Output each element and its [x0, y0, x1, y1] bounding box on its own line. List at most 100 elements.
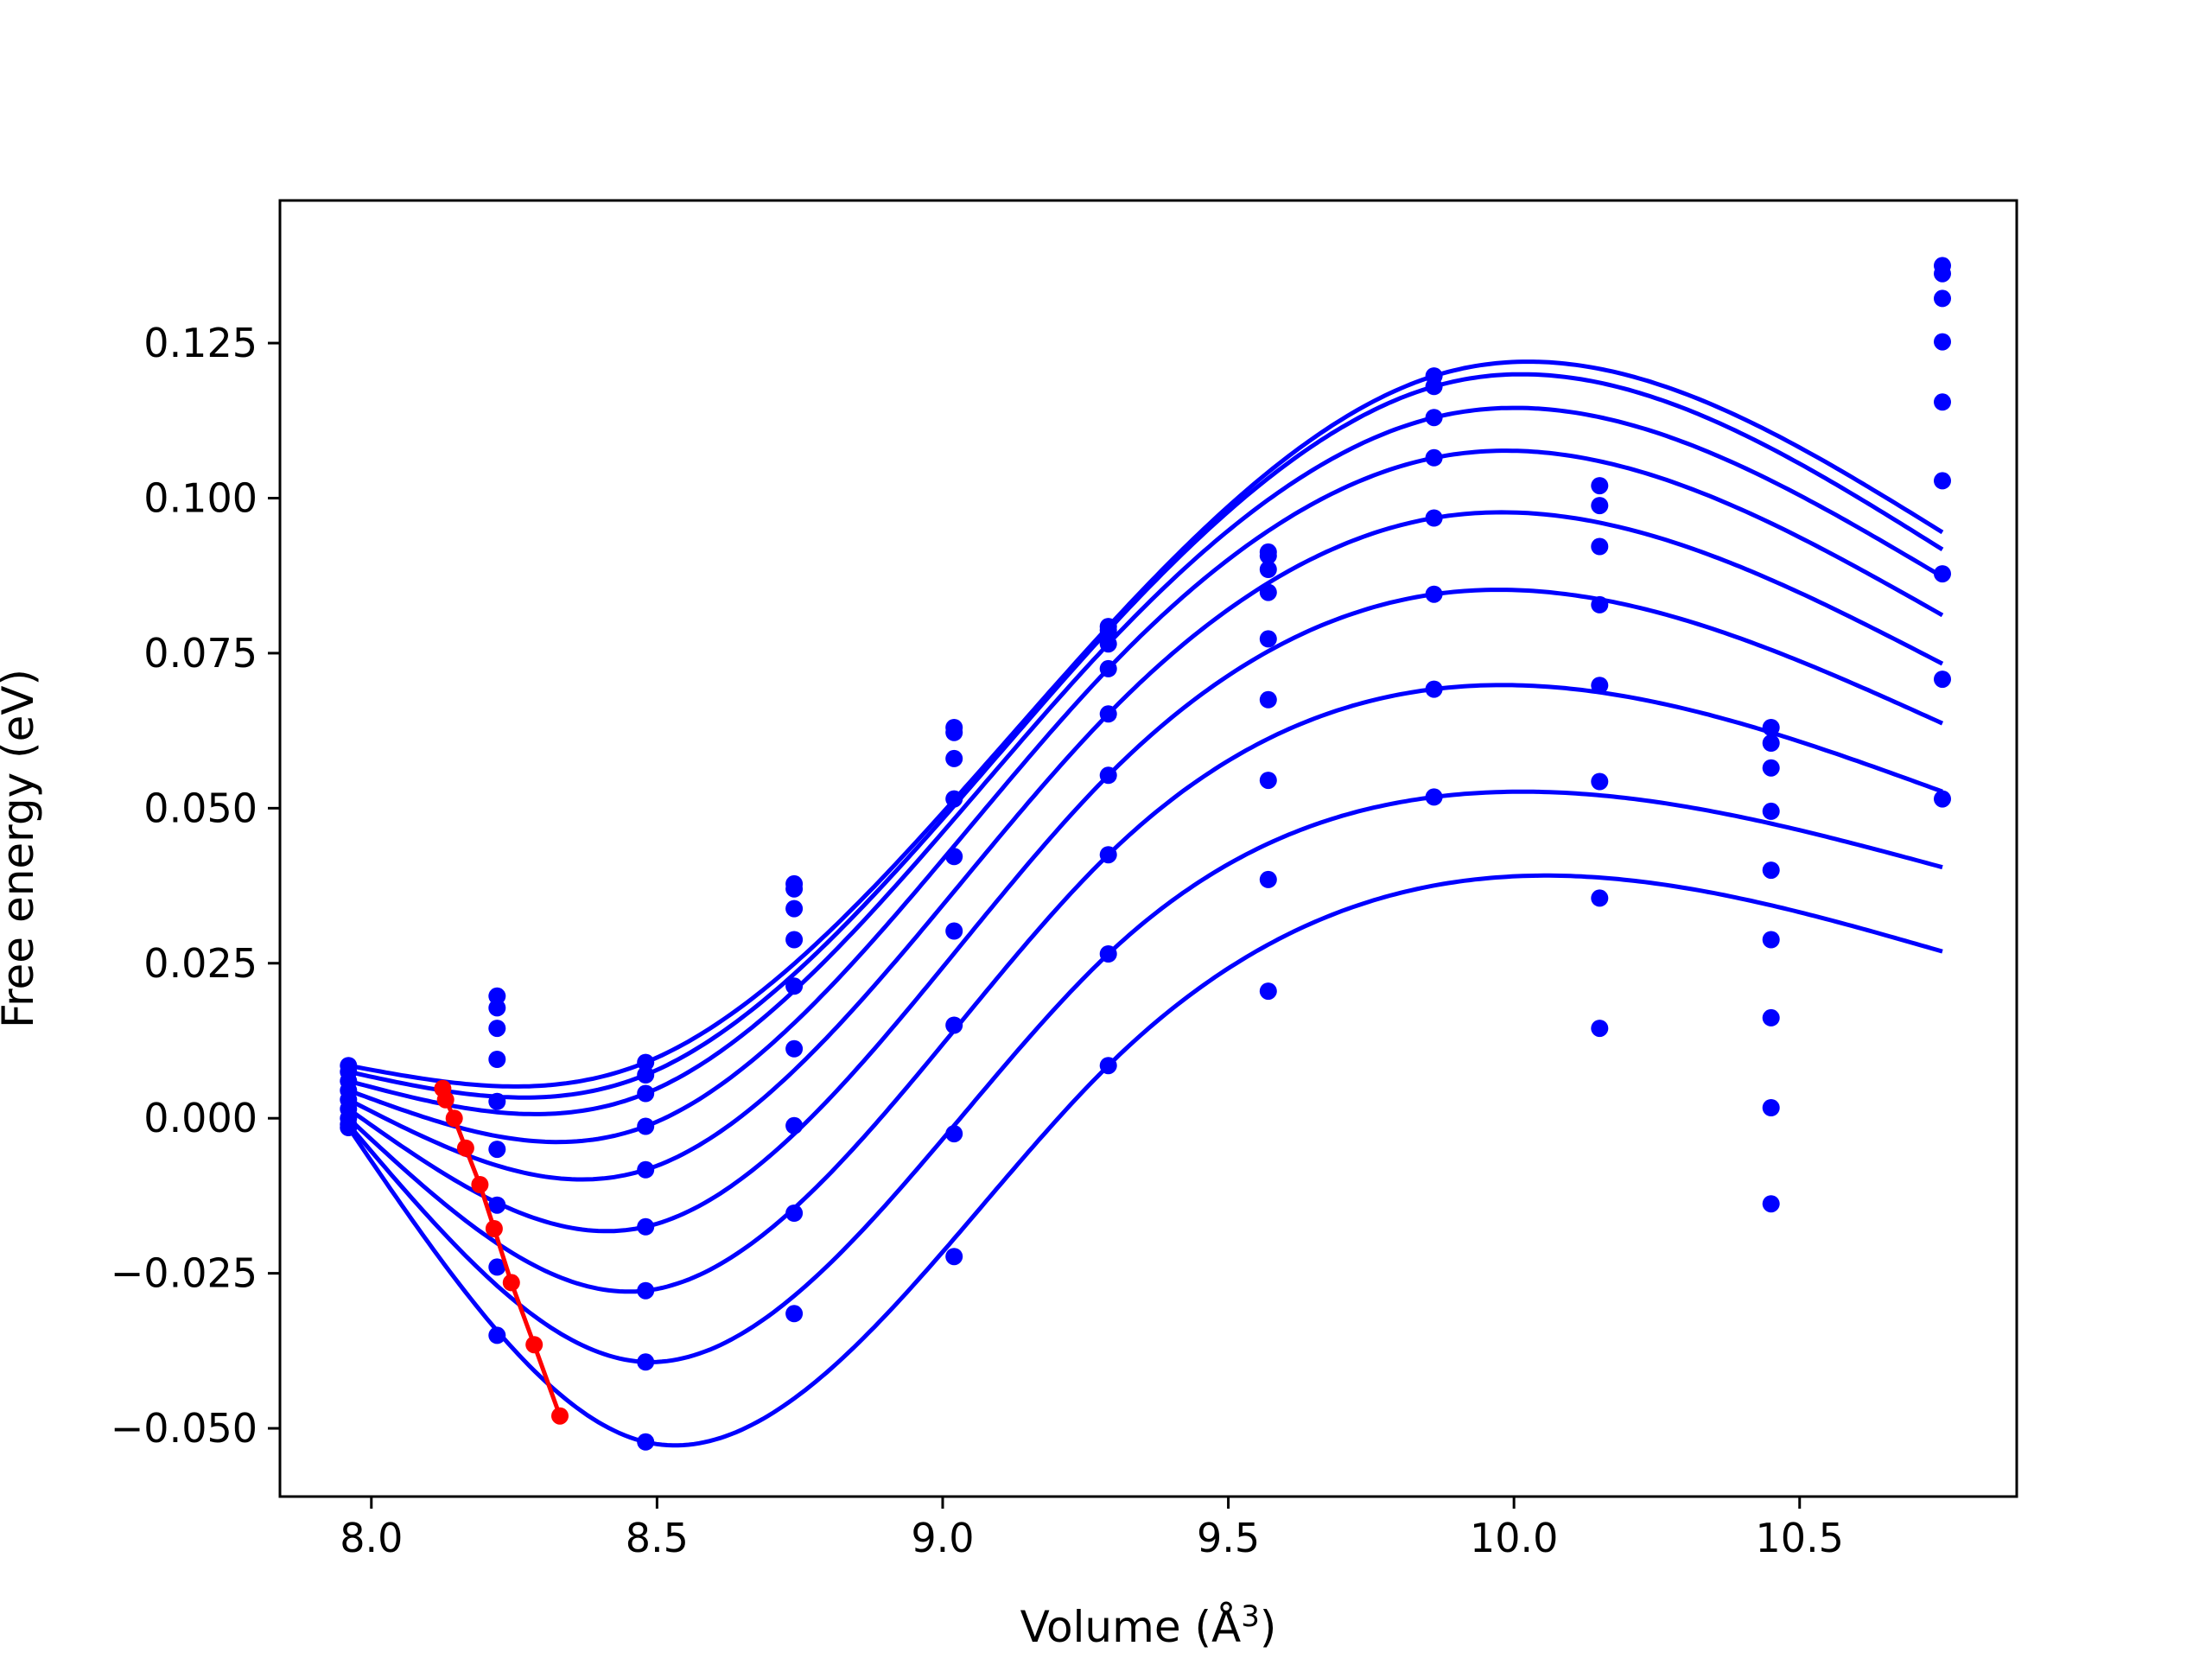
data-point: [1762, 1099, 1780, 1116]
data-point: [1934, 671, 1951, 689]
fit-curve: [347, 372, 1944, 1100]
data-point: [785, 1039, 804, 1058]
data-point: [1762, 734, 1780, 752]
data-point: [945, 1248, 963, 1266]
data-point: [637, 1433, 655, 1451]
data-point: [945, 790, 963, 808]
data-point: [1259, 690, 1277, 709]
data-point: [1591, 677, 1609, 695]
minimum-point: [551, 1407, 569, 1425]
data-point: [945, 723, 963, 741]
x-axis-ticks: 8.0 8.5 9.0 9.5 10.0 10.5: [340, 1497, 1844, 1561]
data-point: [785, 1205, 804, 1222]
minimum-point: [485, 1220, 503, 1237]
data-point: [637, 1281, 655, 1300]
data-point: [785, 977, 804, 995]
data-point: [945, 1125, 963, 1143]
data-point: [637, 1117, 655, 1135]
data-point: [488, 1092, 506, 1110]
data-point: [1425, 788, 1443, 806]
fit-curve: [347, 510, 1944, 1182]
data-point: [1259, 772, 1277, 790]
fit-curve: [346, 683, 1943, 1294]
data-point: [945, 848, 963, 866]
data-point: [637, 1353, 655, 1371]
data-point: [1762, 931, 1780, 949]
fit-curve: [346, 873, 1943, 1448]
data-point: [945, 749, 963, 767]
data-point: [785, 1305, 804, 1323]
fit-curves: [346, 359, 1944, 1448]
data-point: [1425, 585, 1443, 603]
data-point: [1099, 705, 1117, 723]
data-point: [488, 999, 506, 1017]
data-point: [1099, 766, 1117, 785]
x-tick-label: 8.5: [626, 1515, 689, 1561]
fit-curve: [347, 405, 1944, 1116]
y-tick-label: 0.075: [143, 630, 257, 677]
data-point: [1425, 378, 1443, 396]
data-point: [1934, 565, 1951, 583]
data-point: [785, 899, 804, 918]
data-point: [1762, 759, 1780, 777]
data-point: [488, 1141, 506, 1159]
minimum-point: [436, 1090, 454, 1109]
data-point: [1591, 595, 1609, 613]
x-tick-label: 9.5: [1197, 1515, 1260, 1561]
data-point: [1591, 1020, 1609, 1038]
data-point: [488, 1196, 506, 1214]
minimum-point: [456, 1139, 474, 1157]
data-point: [785, 931, 804, 949]
data-point: [340, 1119, 358, 1136]
data-point: [945, 922, 963, 940]
data-point: [1934, 790, 1951, 808]
data-point: [1591, 497, 1609, 515]
data-points: [340, 257, 1951, 1451]
data-point: [637, 1066, 655, 1084]
fit-curve: [346, 588, 1944, 1234]
x-tick-label: 8.0: [340, 1515, 403, 1561]
data-point: [1762, 1195, 1780, 1213]
minimum-point: [525, 1336, 543, 1354]
y-tick-label: 0.100: [143, 474, 257, 521]
data-point: [1425, 680, 1443, 698]
fit-curve: [346, 789, 1943, 1364]
data-point: [1762, 861, 1780, 880]
data-point: [1259, 583, 1277, 601]
data-point: [785, 880, 804, 898]
data-point: [1099, 1057, 1117, 1075]
fit-curve: [347, 448, 1944, 1145]
minimum-point: [471, 1176, 489, 1193]
data-point: [1591, 477, 1609, 495]
data-point: [1762, 802, 1780, 820]
data-point: [1425, 448, 1443, 467]
data-point: [1259, 547, 1277, 565]
x-tick-label: 9.0: [911, 1515, 974, 1561]
data-point: [785, 1116, 804, 1135]
x-tick-label: 10.0: [1470, 1515, 1558, 1561]
y-tick-label: 0.125: [143, 320, 257, 366]
data-point: [1259, 982, 1277, 1001]
y-tick-label: 0.000: [143, 1095, 257, 1141]
y-tick-label: 0.050: [143, 785, 257, 831]
data-point: [1099, 621, 1117, 639]
fit-curve: [347, 359, 1944, 1089]
data-point: [1099, 945, 1117, 963]
data-point: [1934, 472, 1951, 490]
y-axis-ticks: −0.050 −0.025 0.000 0.025 0.050 0.075 0.100 0.1…: [111, 320, 280, 1452]
data-point: [1934, 333, 1951, 351]
data-point: [488, 1051, 506, 1068]
data-point: [945, 1016, 963, 1034]
data-point: [637, 1084, 655, 1103]
y-tick-label: 0.025: [143, 940, 257, 987]
data-point: [1934, 289, 1951, 308]
y-tick-label: −0.025: [111, 1250, 257, 1297]
data-point: [1259, 870, 1277, 888]
x-axis-label: Volume (Å3): [1020, 1599, 1277, 1652]
data-point: [637, 1053, 655, 1071]
data-point: [1591, 772, 1609, 791]
data-point: [1591, 889, 1609, 907]
y-tick-label: −0.050: [111, 1405, 257, 1452]
